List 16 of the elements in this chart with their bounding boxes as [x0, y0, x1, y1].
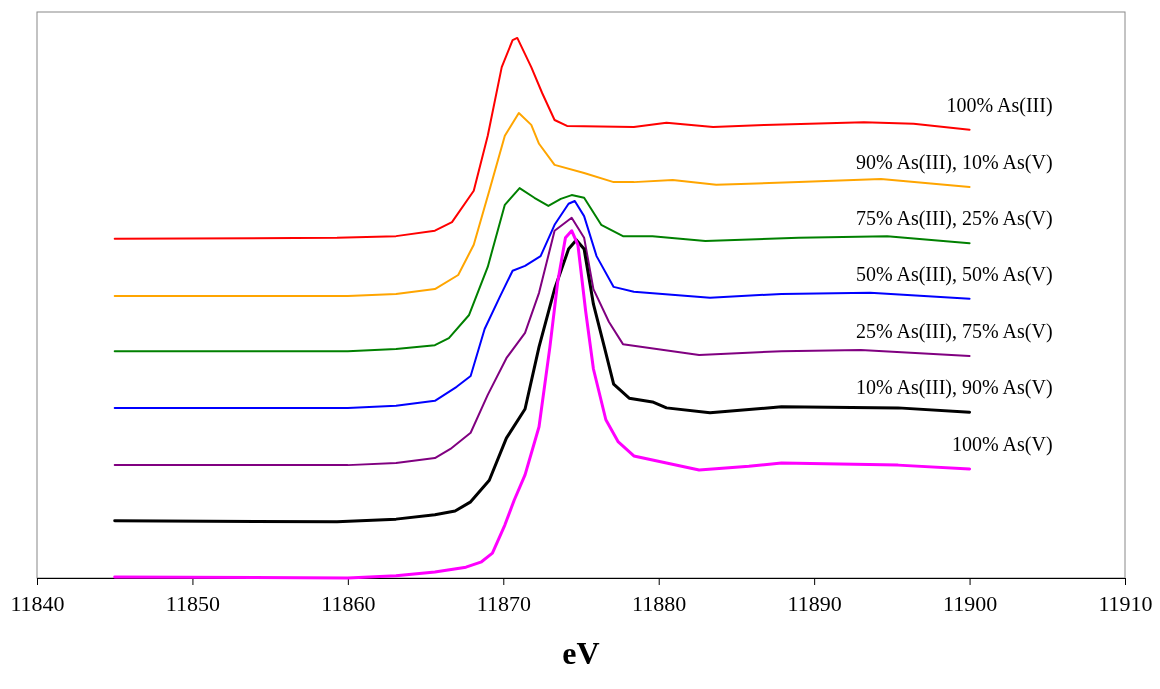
x-tick-label: 11850 [165, 590, 221, 616]
series-label: 10% As(III), 90% As(V) [855, 376, 1053, 400]
x-tick-label: 11860 [321, 590, 376, 616]
series-label: 25% As(III), 75% As(V) [855, 320, 1053, 344]
series-label: 100% As(III) [946, 93, 1053, 117]
x-axis-title: eV [562, 635, 600, 671]
x-tick-label: 11890 [787, 590, 842, 616]
series-label: 50% As(III), 50% As(V) [855, 262, 1053, 286]
x-tick-label: 11910 [1098, 590, 1153, 616]
series-label: 90% As(III), 10% As(V) [855, 150, 1053, 174]
x-tick-label: 11880 [632, 590, 687, 616]
x-tick-label: 11870 [476, 590, 531, 616]
x-tick-label: 11900 [942, 590, 998, 616]
x-tick-label: 11840 [10, 590, 65, 616]
series-label: 75% As(III), 25% As(V) [855, 207, 1053, 231]
series-label: 100% As(V) [952, 432, 1053, 456]
